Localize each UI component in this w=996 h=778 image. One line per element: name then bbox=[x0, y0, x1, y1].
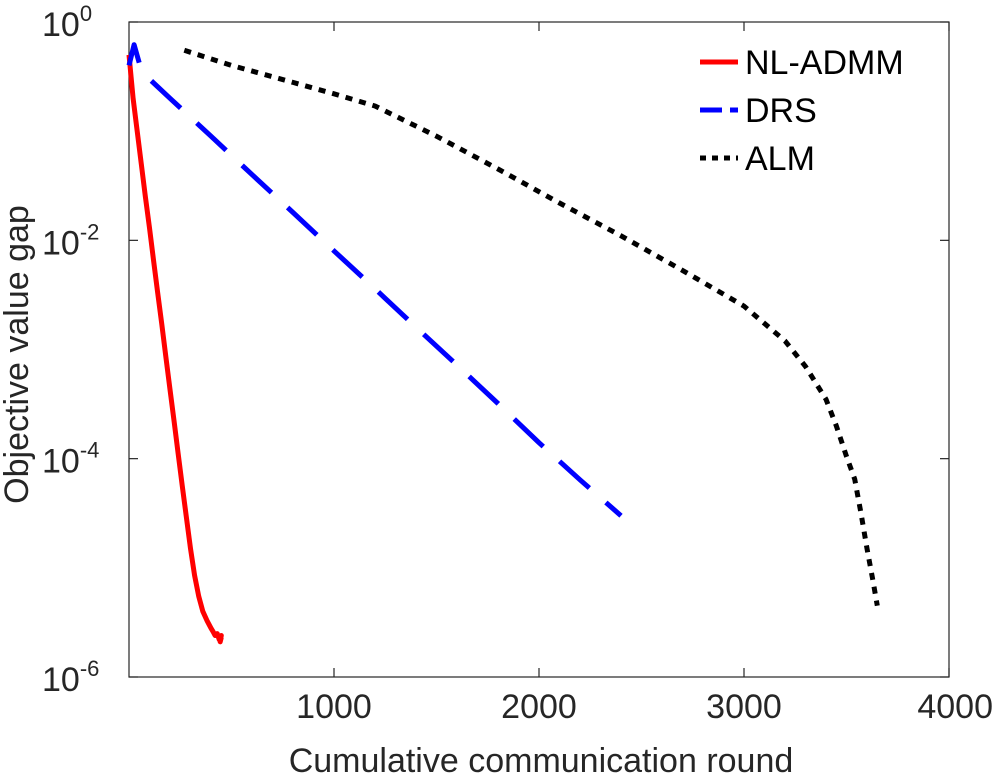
series-line-drs bbox=[126, 42, 623, 518]
y-axis-ticks: 100 10-2 10-4 10-6 bbox=[42, 1, 949, 699]
legend-label-nl-admm: NL-ADMM bbox=[745, 44, 904, 82]
legend-label-alm: ALM bbox=[745, 140, 815, 178]
x-tick-label: 4000 bbox=[917, 688, 993, 726]
y-tick-label: 10-6 bbox=[42, 656, 99, 699]
x-axis-ticks: 1000 2000 3000 4000 bbox=[296, 22, 993, 726]
plot-area bbox=[126, 21, 950, 678]
y-tick-label: 10-2 bbox=[42, 219, 99, 262]
series-layer bbox=[126, 42, 880, 645]
x-tick-label: 3000 bbox=[706, 688, 782, 726]
series-line-alm bbox=[183, 47, 880, 607]
x-tick-label: 1000 bbox=[296, 688, 372, 726]
legend: NL-ADMM DRS ALM bbox=[700, 44, 904, 178]
x-axis-label: Cumulative communication round bbox=[289, 742, 794, 778]
y-tick-label: 100 bbox=[42, 1, 92, 44]
y-axis-label: Objective value gap bbox=[0, 205, 36, 504]
y-tick-label: 10-4 bbox=[42, 438, 99, 481]
x-tick-label: 2000 bbox=[501, 688, 577, 726]
legend-label-drs: DRS bbox=[745, 92, 817, 130]
axes-box bbox=[128, 21, 950, 678]
series-line-nl-admm bbox=[126, 54, 224, 645]
